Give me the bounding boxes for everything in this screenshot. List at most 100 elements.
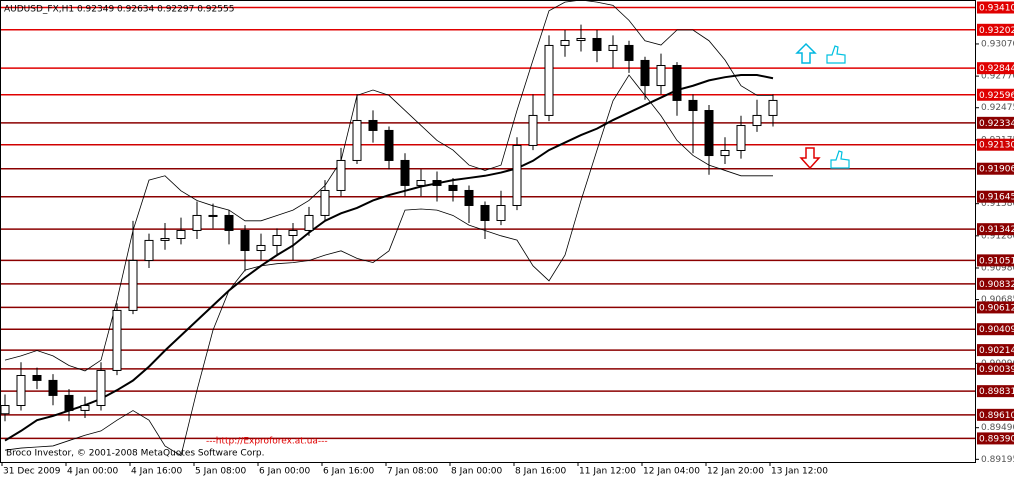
level-label: 0.89831: [979, 387, 1014, 397]
candle-body: [368, 119, 378, 131]
candle-body: [144, 239, 154, 261]
hand-icon: [826, 45, 846, 64]
candle-body: [0, 405, 10, 415]
candle-body: [400, 159, 410, 186]
candle-body: [720, 149, 730, 157]
level-label: 0.92596: [979, 91, 1014, 101]
candle-body: [528, 114, 538, 146]
candle-body: [464, 189, 474, 206]
level-label-box: [977, 116, 1014, 129]
level-label-box: [977, 223, 1014, 236]
level-label-box: [977, 362, 1014, 375]
x-tick-label: 8 Jan 16:00: [515, 467, 567, 477]
y-tick-label: 0.92475: [981, 103, 1014, 113]
candle-body: [576, 37, 586, 42]
candle-body: [96, 369, 106, 407]
candle-body: [384, 129, 394, 161]
candle-body: [592, 37, 602, 51]
level-label-box: [977, 385, 1014, 398]
chart-title: AUDUSD_FX,H1 0.92349 0.92634 0.92297 0.9…: [4, 5, 234, 15]
candle-body: [496, 204, 506, 221]
candle-body: [448, 184, 458, 191]
x-tick-label: 6 Jan 00:00: [259, 467, 311, 477]
x-tick-label: 12 Jan 20:00: [707, 467, 764, 477]
candle-body: [160, 238, 170, 241]
candle-body: [480, 204, 490, 221]
level-label: 0.89390: [979, 434, 1014, 444]
indicator-line: [4, 74, 774, 442]
x-tick-label: 31 Dec 2009: [3, 467, 61, 477]
candle-body: [544, 44, 554, 116]
level-label: 0.92130: [979, 141, 1014, 151]
candle-body: [752, 114, 762, 127]
level-label-box: [977, 344, 1014, 357]
candle-body: [432, 180, 442, 186]
x-tick-label: 12 Jan 04:00: [643, 467, 700, 477]
level-label-box: [977, 162, 1014, 175]
candle-body: [208, 214, 218, 217]
candle-body: [656, 64, 666, 87]
candle-body: [768, 99, 778, 116]
x-tick-label: 5 Jan 08:00: [195, 467, 247, 477]
candle-body: [336, 159, 346, 191]
y-tick-label: 0.89195: [981, 455, 1014, 465]
candle-body: [512, 144, 522, 206]
level-label: 0.91051: [979, 256, 1014, 266]
x-tick-label: 4 Jan 00:00: [67, 467, 119, 477]
candle-body: [64, 394, 74, 411]
candle-body: [304, 214, 314, 231]
level-label: 0.90039: [979, 365, 1014, 375]
candle-body: [624, 44, 634, 61]
candle-body: [112, 309, 122, 371]
candle-body: [704, 110, 714, 157]
candle-body: [416, 180, 426, 186]
candle-body: [256, 244, 266, 252]
plot-frame: [0, 0, 976, 463]
level-label-box: [977, 1, 1014, 14]
level-label: 0.90832: [979, 280, 1014, 290]
candle-body: [608, 44, 618, 51]
level-label: 0.90612: [979, 303, 1014, 313]
level-label: 0.91645: [979, 193, 1014, 203]
level-label: 0.92844: [979, 64, 1014, 74]
candle-body: [672, 64, 682, 101]
level-label-box: [977, 277, 1014, 290]
level-label: 0.93202: [979, 26, 1014, 36]
candle-body: [192, 214, 202, 231]
level-label: 0.93410: [979, 4, 1014, 14]
level-label-box: [977, 323, 1014, 336]
x-tick-label: 8 Jan 00:00: [451, 467, 503, 477]
x-tick-label: 13 Jan 12:00: [771, 467, 828, 477]
level-label-box: [977, 138, 1014, 151]
down-arrow-icon: [799, 147, 821, 170]
level-label-box: [977, 23, 1014, 36]
level-label-box: [977, 62, 1014, 75]
up-arrow-icon: [795, 42, 817, 64]
level-label-box: [977, 432, 1014, 445]
x-tick-label: 4 Jan 16:00: [131, 467, 183, 477]
candle-body: [224, 214, 234, 231]
level-label-box: [977, 190, 1014, 203]
candle-body: [48, 379, 58, 396]
candle-body: [272, 235, 282, 246]
candle-body: [240, 229, 250, 252]
level-label-box: [977, 408, 1014, 421]
candle-body: [128, 259, 138, 311]
candle-body: [80, 405, 90, 411]
candle-body: [32, 374, 42, 381]
candle-body: [288, 229, 298, 237]
level-label-box: [977, 301, 1014, 314]
y-tick-label: 0.90685: [981, 295, 1014, 305]
x-tick-label: 11 Jan 12:00: [579, 467, 636, 477]
level-label: 0.90409: [979, 325, 1014, 335]
candle-body: [176, 229, 186, 240]
hand-icon: [830, 150, 850, 169]
candle-body: [736, 125, 746, 151]
